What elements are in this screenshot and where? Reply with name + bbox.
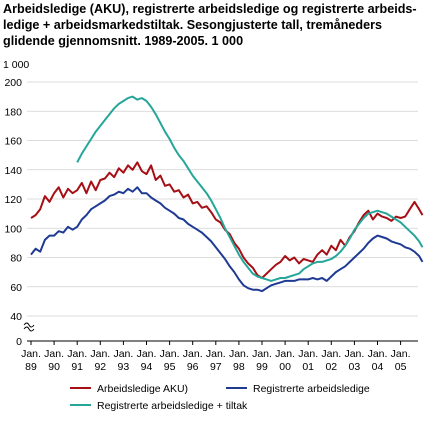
x-tick-label-month: Jan. (90, 348, 110, 360)
y-tick-label: 140 (4, 165, 22, 177)
x-tick-label-month: Jan. (275, 348, 295, 360)
x-tick-label-month: Jan. (206, 348, 226, 360)
y-tick-label: 180 (4, 106, 22, 118)
y-tick-label: 120 (4, 194, 22, 206)
x-tick-label-year: 01 (302, 361, 314, 373)
x-tick-label-month: Jan. (344, 348, 364, 360)
y-tick-label: 60 (10, 282, 22, 294)
x-tick-label-year: 90 (48, 361, 60, 373)
y-tick-label: 200 (4, 77, 22, 89)
x-tick-label-year: 03 (349, 361, 361, 373)
legend-label-2: Registrerte arbeidsledige + tiltak (97, 400, 248, 412)
y-axis-ticks: 0 40 60 80 100 120 140 160 180 200 1 000 (3, 59, 35, 348)
legend-label-0: Arbeidsledige AKU) (97, 383, 188, 395)
x-tick-label-month: Jan. (160, 348, 180, 360)
axis-break-marker (23, 321, 35, 332)
y-tick-label: 160 (4, 136, 22, 148)
y-tick-label: 100 (4, 223, 22, 235)
gridlines (27, 81, 418, 342)
unit-label: 1 000 (3, 59, 29, 71)
x-tick-label-year: 04 (372, 361, 384, 373)
x-tick-label-year: 96 (187, 361, 199, 373)
x-tick-label-year: 02 (325, 361, 337, 373)
x-tick-label-month: Jan. (229, 348, 249, 360)
series-lines (30, 95, 424, 293)
series-line-1 (30, 186, 424, 293)
x-tick-label-year: 92 (94, 361, 106, 373)
y-tick-label: 80 (10, 253, 22, 265)
y-tick-label: 40 (10, 311, 22, 323)
series-line-2 (76, 95, 424, 282)
x-tick-label-year: 99 (256, 361, 268, 373)
x-tick-label-month: Jan. (368, 348, 388, 360)
x-tick-label-month: Jan. (67, 348, 87, 360)
x-tick-label-year: 00 (279, 361, 291, 373)
x-tick-label-month: Jan. (113, 348, 133, 360)
x-tick-label-month: Jan. (44, 348, 64, 360)
x-tick-label-year: 94 (141, 361, 153, 373)
x-tick-label-year: 93 (118, 361, 130, 373)
legend: Arbeidsledige AKU) Registrerte arbeidsled… (70, 383, 370, 412)
y-tick-label: 0 (16, 336, 22, 348)
x-tick-label-year: 98 (233, 361, 245, 373)
x-tick-label-year: 89 (25, 361, 37, 373)
x-tick-label-month: Jan. (183, 348, 203, 360)
x-tick-label-month: Jan. (137, 348, 157, 360)
chart-title: Arbeidsledige (AKU), registrerte arbeids… (3, 2, 417, 48)
x-tick-label-year: 95 (164, 361, 176, 373)
legend-label-1: Registrerte arbeidsledige (253, 383, 370, 395)
x-tick-label-year: 91 (71, 361, 83, 373)
x-tick-label-month: Jan. (298, 348, 318, 360)
x-axis-ticks: Jan.89Jan.90Jan.91Jan.92Jan.93Jan.94Jan.… (21, 341, 411, 373)
x-tick-label-year: 97 (210, 361, 222, 373)
x-tick-label-month: Jan. (21, 348, 41, 360)
x-tick-label-month: Jan. (252, 348, 272, 360)
x-tick-label-month: Jan. (391, 348, 411, 360)
x-tick-label-month: Jan. (321, 348, 341, 360)
x-tick-label-year: 05 (395, 361, 407, 373)
